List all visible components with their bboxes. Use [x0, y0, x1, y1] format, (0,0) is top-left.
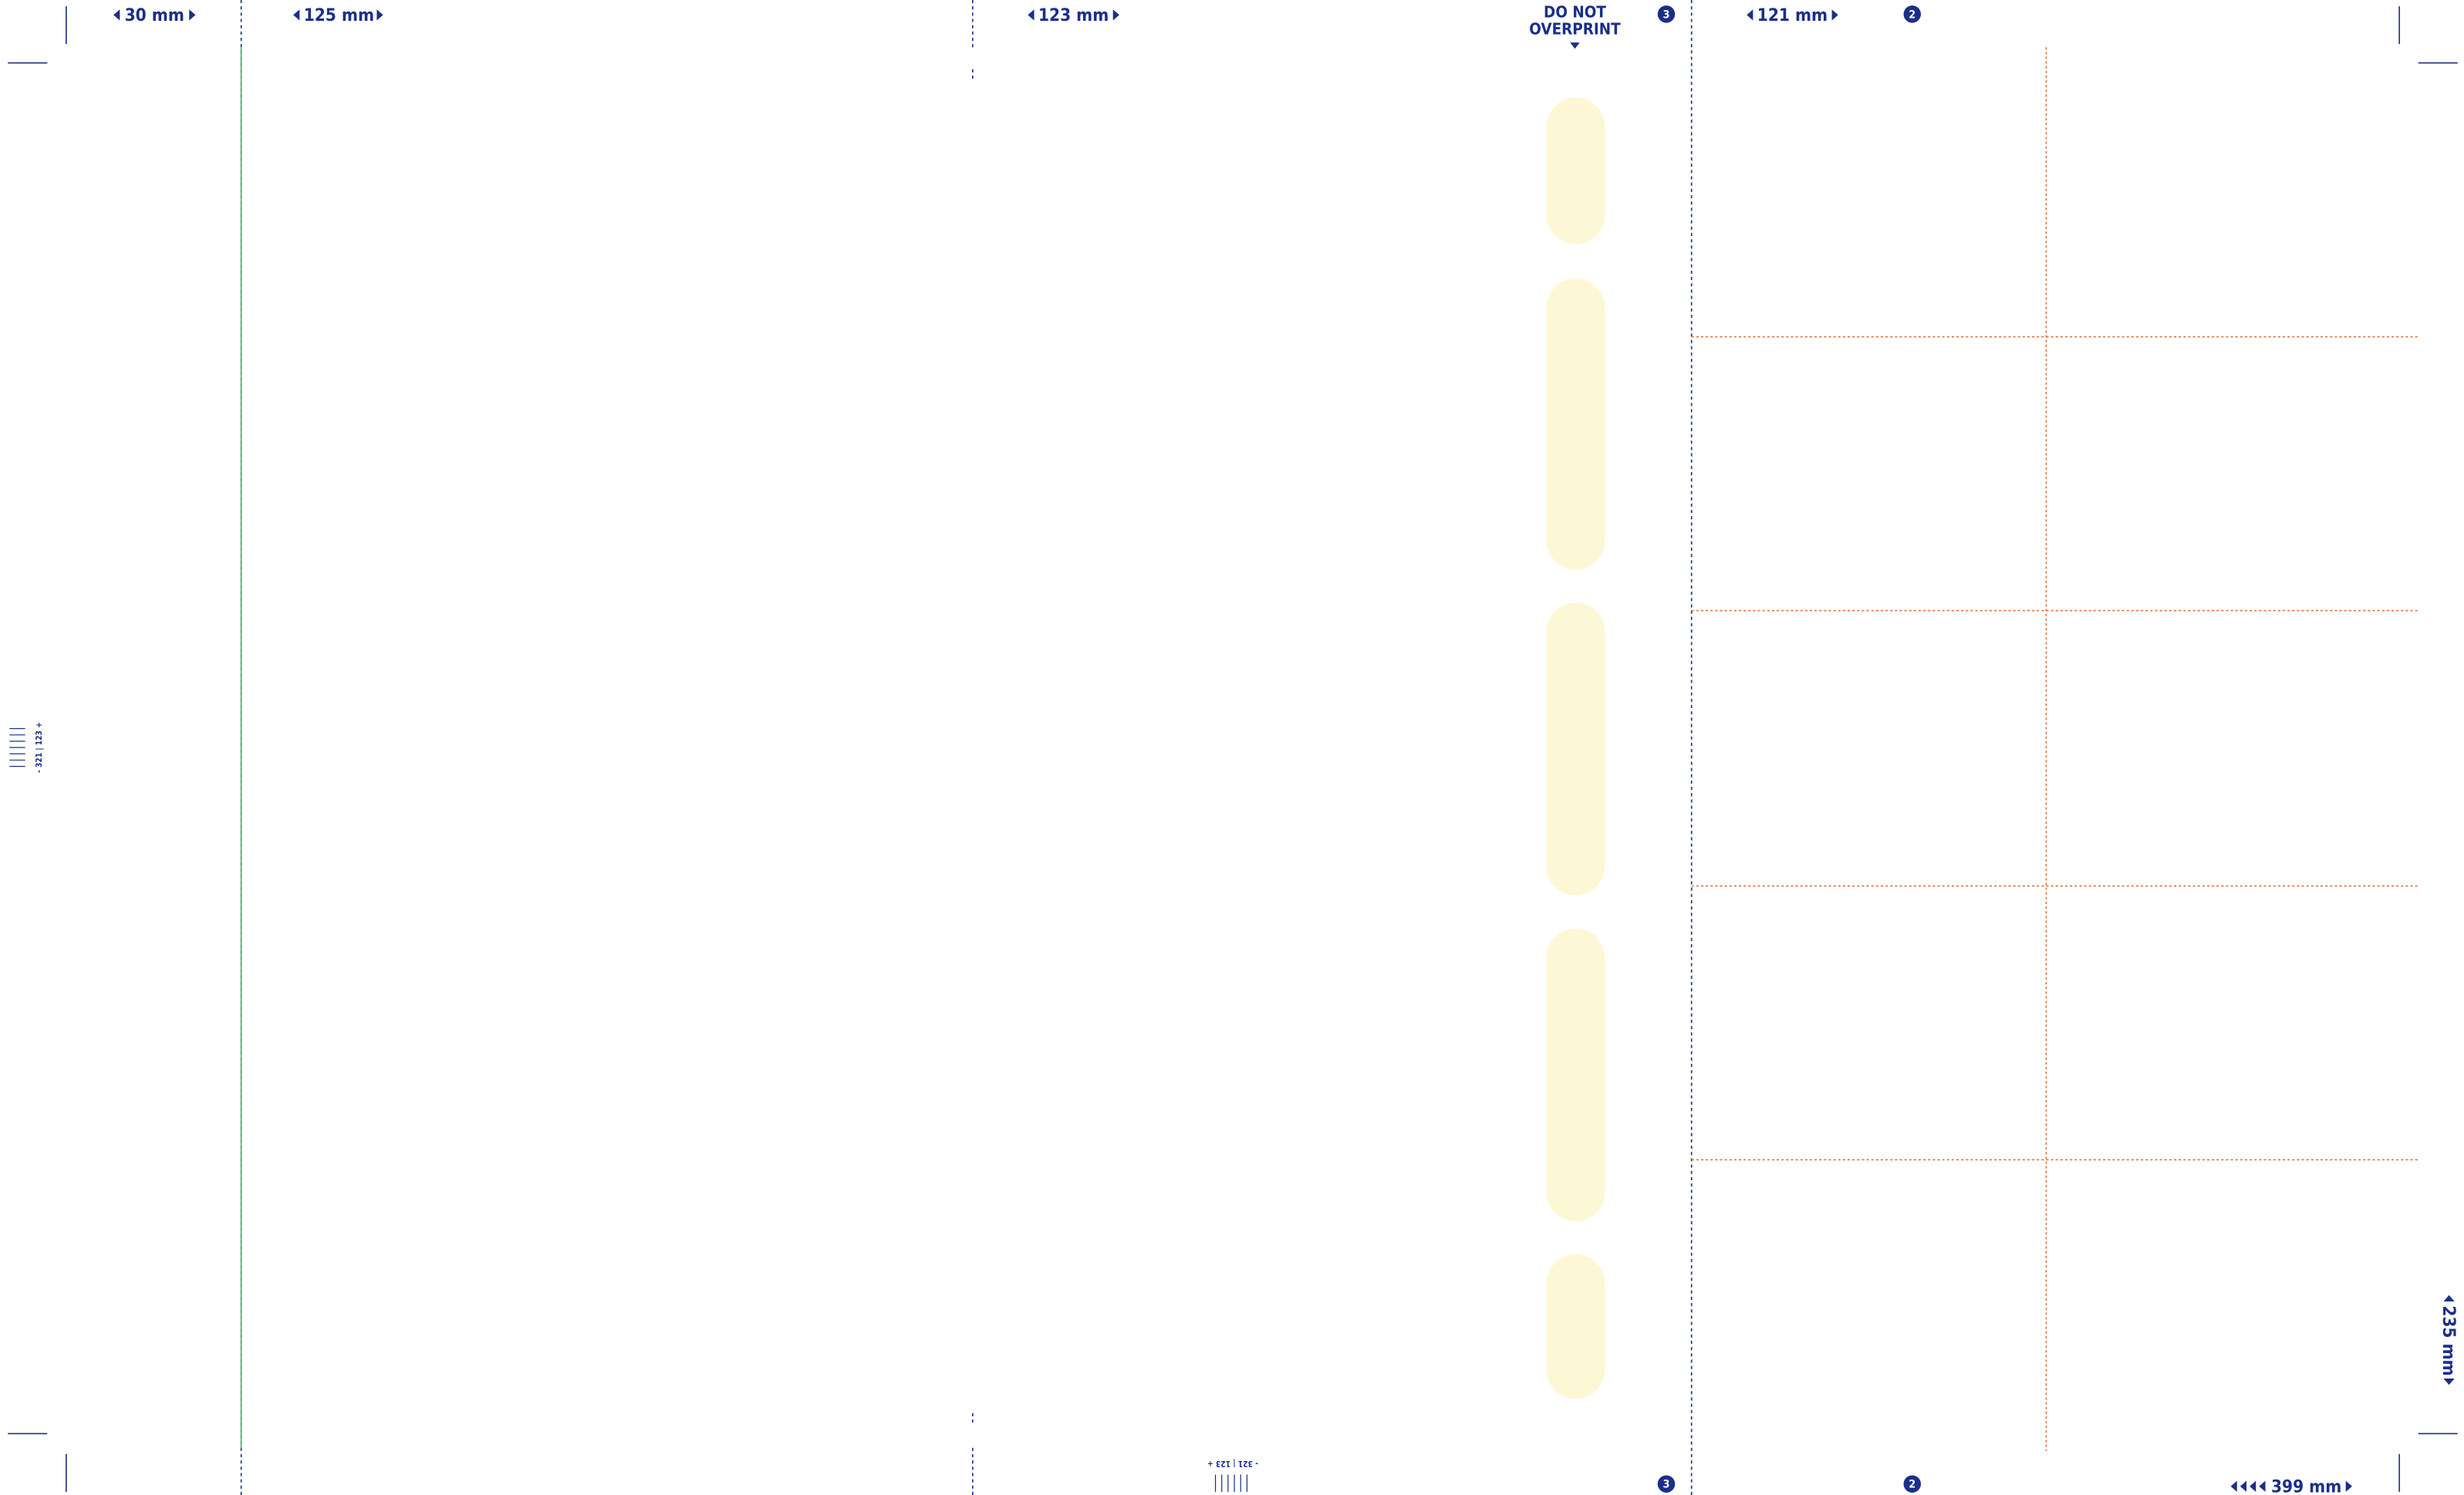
panel-number: 2 [1909, 1479, 1916, 1491]
dimension-label: 125 mm [304, 5, 374, 25]
panel-badges [1657, 5, 1922, 1493]
warning: OVERPRINT [1529, 20, 1621, 39]
scale-mark: - 321 | 123 + [1207, 1459, 1258, 1467]
panel-number: 3 [1663, 1479, 1670, 1491]
cut-grid [1691, 47, 2418, 1451]
panel-number: 3 [1663, 8, 1670, 21]
dimension-label: 235 mm [2439, 1306, 2459, 1376]
panel-number: 2 [1909, 8, 1916, 21]
warning: DO NOT [1544, 2, 1606, 21]
fold-lines [240, 0, 1693, 1495]
crop-marks [8, 6, 2458, 1492]
dimension-label: 30 mm [125, 5, 184, 25]
dimension-arrows [113, 9, 2455, 1492]
scale-mark: - 321 | 123 + [35, 722, 44, 773]
no-print-zones [1546, 97, 1605, 1399]
registration-bars [9, 727, 1248, 1492]
dimension-label: 123 mm [1038, 5, 1109, 25]
dimension-label: 399 mm [2271, 1476, 2341, 1495]
dimension-label: 121 mm [1757, 5, 1828, 25]
